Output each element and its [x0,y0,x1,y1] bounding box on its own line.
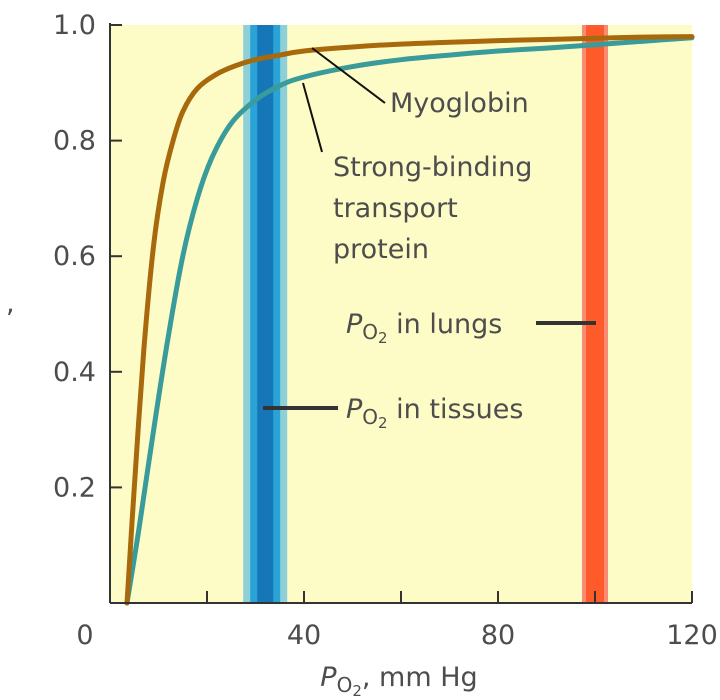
tissues-label: PO2 in tissues [346,394,523,432]
y-axis-label: , [6,288,15,319]
transport-label-line: transport [333,193,458,224]
lungs-label: PO2 in lungs [346,309,502,347]
transport-curve [124,35,695,606]
y-tick-label: 0.8 [53,126,96,157]
pressure-bands [243,25,608,603]
y-tick-label: 1.0 [53,10,96,41]
y-tick-label: 0.6 [53,241,96,272]
annotations: Myoglobin Strong-binding transport protein P… [263,47,596,432]
y-tick-label: 0.4 [53,357,96,388]
transport-label-line: Strong-binding [333,152,532,183]
x-tick-label: 80 [481,620,515,651]
myoglobin-label: Myoglobin [390,88,529,119]
x-tick-label: 0 [76,620,93,651]
axes: 0.2 0.4 0.6 0.8 1.0 0 40 80 120, PO2, mm Hg [6,10,718,700]
transport-label-line: protein [333,234,429,265]
x-axis-label: PO2, mm Hg [320,662,477,700]
x-tick-label: 120 [666,620,718,651]
x-tick-label: 40 [287,620,321,651]
tissue-band-core [257,25,274,603]
lung-band-core [586,25,604,603]
saturation-curves [124,34,695,606]
myoglobin-leader [311,47,386,104]
y-tick-label: 0.2 [53,472,96,503]
transport-leader [302,82,323,153]
myoglobin-curve [124,34,695,606]
